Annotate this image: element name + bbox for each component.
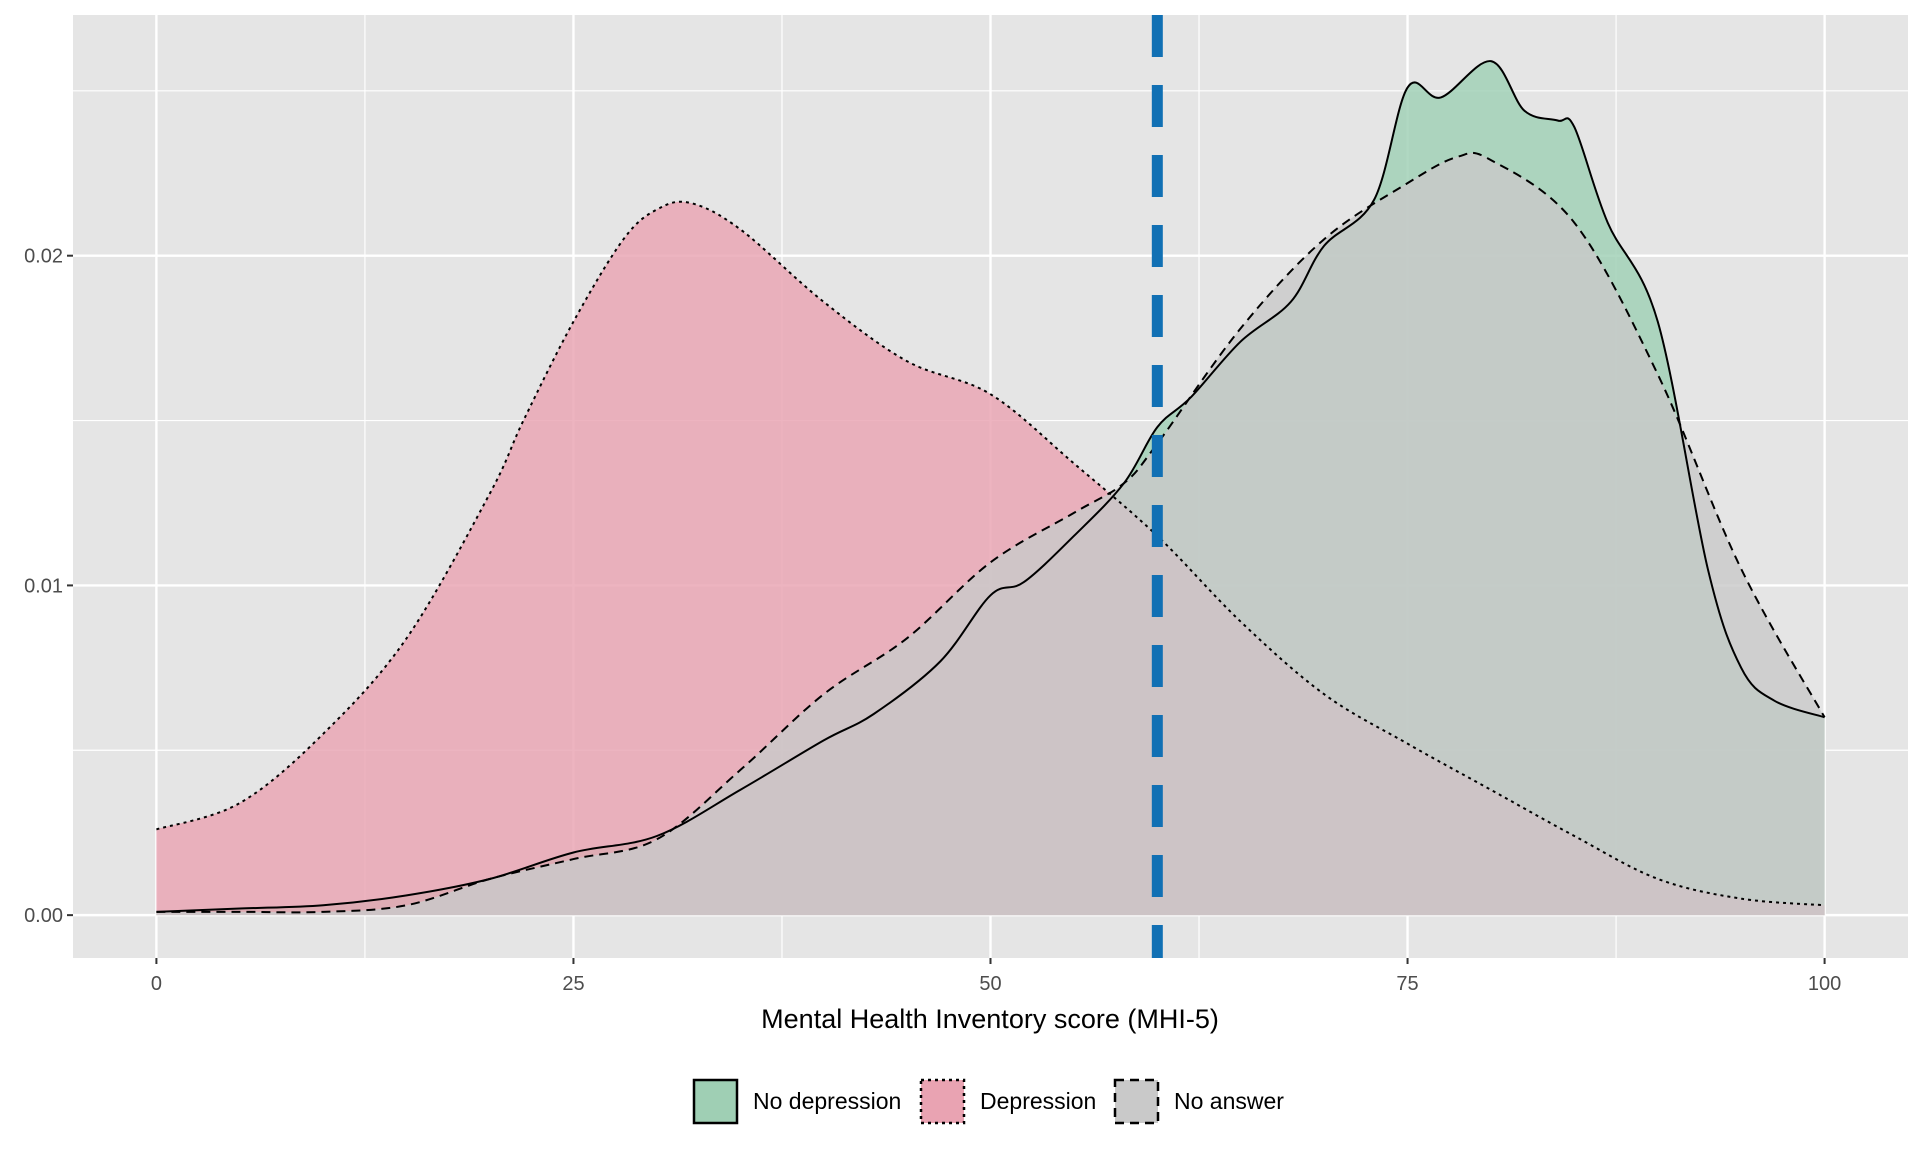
legend-key-no-depression (694, 1080, 737, 1123)
legend-item-depression: Depression (921, 1080, 1096, 1123)
legend-label-depression: Depression (980, 1088, 1096, 1114)
y-tick-label: 0.02 (24, 246, 63, 268)
x-tick-label: 25 (562, 973, 584, 995)
x-tick-label: 0 (151, 973, 162, 995)
legend-label-no-depression: No depression (753, 1088, 901, 1114)
y-tick-label: 0.00 (24, 905, 63, 927)
y-axis: 0.00 0.01 0.02 (24, 246, 73, 927)
legend-item-no-depression: No depression (694, 1080, 901, 1123)
legend-key-no-answer (1115, 1080, 1158, 1123)
legend-label-no-answer: No answer (1174, 1088, 1284, 1114)
legend-item-no-answer: No answer (1115, 1080, 1284, 1123)
x-tick-label: 75 (1396, 973, 1418, 995)
x-tick-label: 50 (979, 973, 1001, 995)
legend: No depression Depression No answer (694, 1080, 1284, 1123)
x-axis-title: Mental Health Inventory score (MHI-5) (761, 1004, 1219, 1034)
legend-key-depression (921, 1080, 964, 1123)
x-tick-label: 100 (1808, 973, 1841, 995)
y-tick-label: 0.01 (24, 575, 63, 597)
x-axis: 0 25 50 75 100 (151, 958, 1841, 995)
